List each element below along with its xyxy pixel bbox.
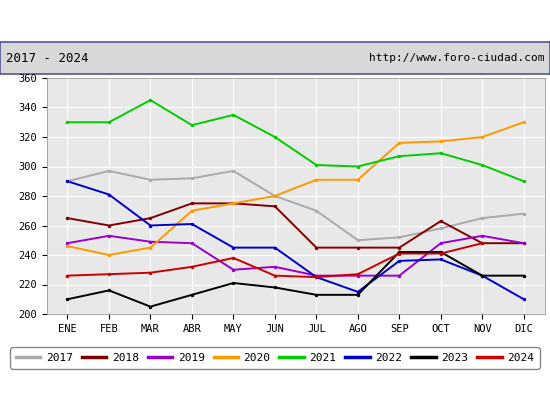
- Legend: 2017, 2018, 2019, 2020, 2021, 2022, 2023, 2024: 2017, 2018, 2019, 2020, 2021, 2022, 2023…: [10, 348, 540, 368]
- Text: http://www.foro-ciudad.com: http://www.foro-ciudad.com: [369, 53, 544, 63]
- Text: Evolucion del paro registrado en Pelayos de la Presa: Evolucion del paro registrado en Pelayos…: [47, 13, 503, 29]
- Text: 2017 - 2024: 2017 - 2024: [6, 52, 88, 64]
